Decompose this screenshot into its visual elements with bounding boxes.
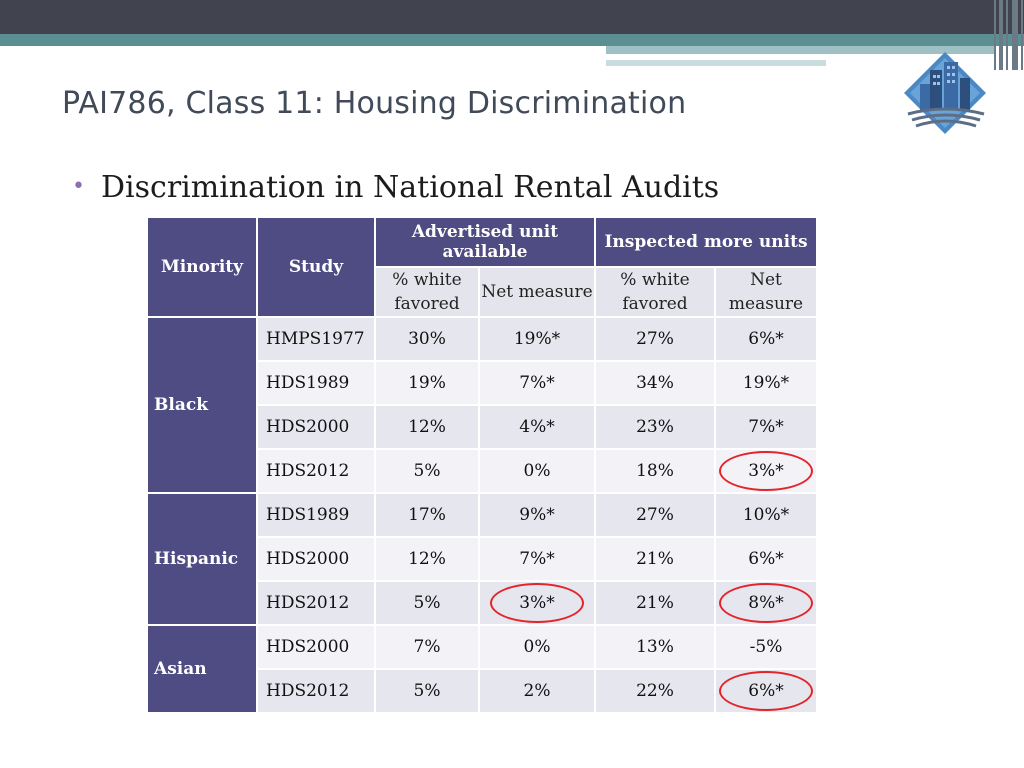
study-cell: HDS1989 bbox=[256, 492, 376, 538]
value-cell: 19%* bbox=[478, 316, 596, 362]
header-minority: Minority bbox=[146, 216, 258, 318]
value-cell: 9%* bbox=[478, 492, 596, 538]
study-cell: HMPS1977 bbox=[256, 316, 376, 362]
table-row: HDS1989 19% 7%* 34% 19%* bbox=[147, 360, 818, 406]
value-cell: 18% bbox=[594, 448, 716, 494]
value-cell: 7%* bbox=[714, 404, 818, 450]
circled-value-cell: 8%* bbox=[714, 580, 818, 626]
value-cell: 27% bbox=[594, 316, 716, 362]
subheader-white-favored: % white favored bbox=[374, 266, 480, 318]
table-row: HDS2012 5% 2% 22% 6%* bbox=[147, 668, 818, 714]
value-cell: 22% bbox=[594, 668, 716, 714]
red-circle-highlight bbox=[719, 671, 813, 711]
study-cell: HDS2000 bbox=[256, 624, 376, 670]
top-banner bbox=[0, 0, 1024, 34]
value-cell: 21% bbox=[594, 536, 716, 582]
value-cell: 12% bbox=[374, 404, 480, 450]
value-cell: 19% bbox=[374, 360, 480, 406]
subheader-white-favored: % white favored bbox=[594, 266, 716, 318]
subheader-net-measure: Net measure bbox=[714, 266, 818, 318]
value-cell: 17% bbox=[374, 492, 480, 538]
table-row: HDS2000 12% 4%* 23% 7%* bbox=[147, 404, 818, 450]
table-row: HDS2012 5% 3%* 21% 8%* bbox=[147, 580, 818, 626]
value-cell: 4%* bbox=[478, 404, 596, 450]
value-cell: 19%* bbox=[714, 360, 818, 406]
value-cell: 2% bbox=[478, 668, 596, 714]
minority-cell: Hispanic bbox=[146, 492, 258, 626]
header-advertised-unit: Advertised unit available bbox=[374, 216, 596, 268]
value-cell: 23% bbox=[594, 404, 716, 450]
value-cell: 34% bbox=[594, 360, 716, 406]
value-cell: 6%* bbox=[714, 316, 818, 362]
study-cell: HDS1989 bbox=[256, 360, 376, 406]
value-cell: 10%* bbox=[714, 492, 818, 538]
value-cell: 7% bbox=[374, 624, 480, 670]
minority-cell: Asian bbox=[146, 624, 258, 714]
red-circle-highlight bbox=[719, 583, 813, 623]
value-cell: 5% bbox=[374, 448, 480, 494]
circled-value-cell: 3%* bbox=[478, 580, 596, 626]
circled-value-cell: 6%* bbox=[714, 668, 818, 714]
study-cell: HDS2000 bbox=[256, 536, 376, 582]
study-cell: HDS2012 bbox=[256, 668, 376, 714]
value-cell: 6%* bbox=[714, 536, 818, 582]
table-row: HDS2012 5% 0% 18% 3%* bbox=[147, 448, 818, 494]
value-cell: 13% bbox=[594, 624, 716, 670]
table-row: Hispanic HDS1989 17% 9%* 27% 10%* bbox=[146, 492, 818, 626]
header-study: Study bbox=[256, 216, 376, 318]
page-title: PAI786, Class 11: Housing Discrimination bbox=[62, 86, 687, 121]
value-cell: 27% bbox=[594, 492, 716, 538]
table-row: HDS2000 12% 7%* 21% 6%* bbox=[147, 536, 818, 582]
value-cell: 0% bbox=[478, 448, 596, 494]
value-cell: 12% bbox=[374, 536, 480, 582]
value-cell: 0% bbox=[478, 624, 596, 670]
value-cell: 21% bbox=[594, 580, 716, 626]
value-cell: 5% bbox=[374, 580, 480, 626]
light-band-2 bbox=[606, 60, 826, 66]
light-band bbox=[606, 46, 996, 54]
red-circle-highlight bbox=[490, 583, 584, 623]
bullet-dot-icon: • bbox=[72, 174, 85, 199]
value-cell: 7%* bbox=[478, 360, 596, 406]
header-inspected-units: Inspected more units bbox=[594, 216, 818, 268]
red-circle-highlight bbox=[719, 451, 813, 491]
value-cell: 7%* bbox=[478, 536, 596, 582]
value-cell: 5% bbox=[374, 668, 480, 714]
audit-table: Minority Study Advertised unit available… bbox=[146, 216, 818, 714]
table-row: Black HMPS1977 30% 19%* 27% 6%* bbox=[146, 316, 818, 494]
study-cell: HDS2012 bbox=[256, 580, 376, 626]
vertical-lines-decoration bbox=[990, 0, 1024, 70]
table-row: Asian HDS2000 7% 0% 13% -5% bbox=[146, 624, 818, 714]
value-cell: -5% bbox=[714, 624, 818, 670]
minority-cell: Black bbox=[146, 316, 258, 494]
subheader-net-measure: Net measure bbox=[478, 266, 596, 318]
city-building-logo-icon bbox=[900, 48, 990, 138]
value-cell: 30% bbox=[374, 316, 480, 362]
bullet-item: • Discrimination in National Rental Audit… bbox=[72, 170, 719, 205]
teal-band bbox=[0, 34, 1024, 46]
bullet-text: Discrimination in National Rental Audits bbox=[100, 170, 720, 205]
circled-value-cell: 3%* bbox=[714, 448, 818, 494]
study-cell: HDS2012 bbox=[256, 448, 376, 494]
study-cell: HDS2000 bbox=[256, 404, 376, 450]
